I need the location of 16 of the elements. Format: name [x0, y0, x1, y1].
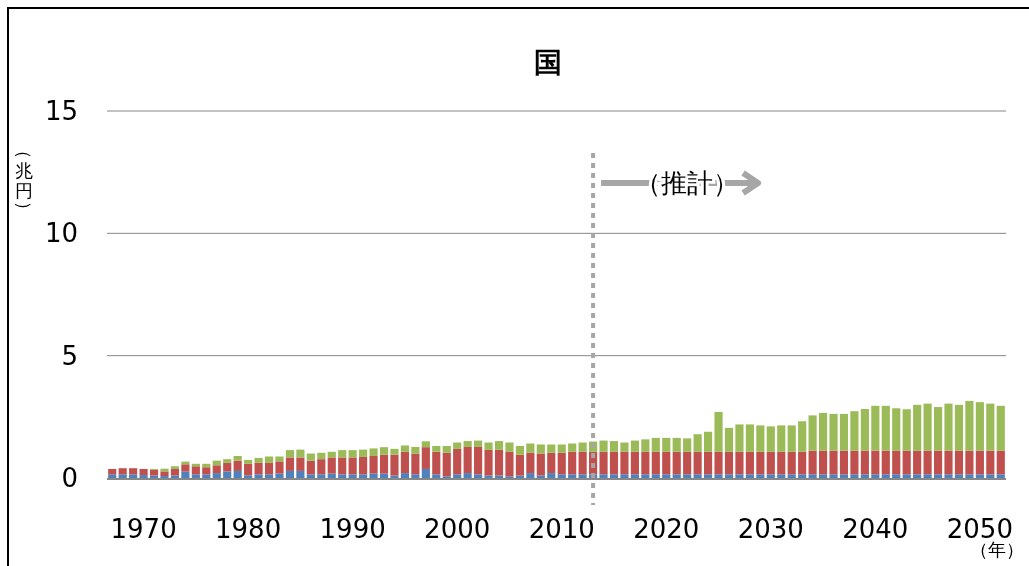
x-tick-label: 2040 — [842, 514, 909, 544]
y-tick-label: 5 — [61, 340, 78, 371]
x-tick-label: 2000 — [424, 514, 491, 544]
ylabel: （兆円） — [13, 141, 35, 219]
x-tick-label: 1990 — [319, 514, 386, 544]
x-tick-label: 1970 — [110, 514, 177, 544]
y-tick-label: 0 — [61, 463, 78, 493]
x-tick-label: 2030 — [737, 514, 804, 544]
x-tick-label: 1980 — [215, 514, 282, 544]
y-tick-label: 15 — [44, 96, 78, 126]
x-axis-title: （年） — [970, 539, 1024, 560]
x-tick-label: 2010 — [528, 514, 595, 544]
chart-title: 国 — [534, 46, 562, 79]
y-tick-label: 10 — [44, 218, 78, 249]
x-tick-label: 2020 — [633, 514, 700, 544]
ref-line-label: （推計） — [635, 168, 740, 198]
